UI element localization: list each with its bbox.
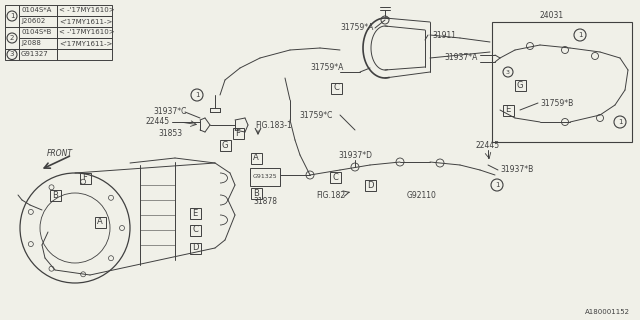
- Text: G91327: G91327: [21, 52, 49, 58]
- Bar: [49, 189, 61, 201]
- Text: 31759*A: 31759*A: [340, 23, 373, 33]
- Text: 31759*B: 31759*B: [540, 99, 573, 108]
- Text: C: C: [333, 84, 339, 92]
- Text: < -'17MY1610>: < -'17MY1610>: [59, 7, 115, 13]
- Text: 3: 3: [10, 52, 14, 58]
- Bar: [5, 5, 19, 27]
- Text: 22445: 22445: [145, 117, 169, 126]
- Text: 24031: 24031: [540, 11, 564, 20]
- Text: F: F: [83, 173, 88, 182]
- Text: 31937*B: 31937*B: [500, 165, 533, 174]
- Bar: [250, 153, 262, 164]
- Bar: [189, 225, 200, 236]
- Bar: [95, 217, 106, 228]
- Text: B: B: [253, 188, 259, 197]
- Text: <'17MY1611->: <'17MY1611->: [59, 41, 113, 46]
- Bar: [492, 22, 632, 142]
- Text: FIG.183-1: FIG.183-1: [255, 121, 292, 130]
- Text: A180001152: A180001152: [585, 309, 630, 315]
- Text: 31853: 31853: [158, 130, 182, 139]
- Bar: [57, 49, 112, 60]
- Text: E: E: [506, 106, 511, 115]
- Text: 1: 1: [618, 119, 622, 125]
- Bar: [19, 5, 57, 16]
- Text: 1: 1: [578, 32, 582, 38]
- Text: 31759*C: 31759*C: [300, 110, 333, 119]
- Bar: [19, 49, 57, 60]
- Bar: [5, 49, 19, 60]
- Text: 0104S*B: 0104S*B: [21, 29, 51, 36]
- Bar: [232, 127, 243, 139]
- Text: C: C: [332, 172, 338, 181]
- Text: 1: 1: [10, 13, 14, 19]
- Text: 2: 2: [10, 35, 14, 41]
- Bar: [189, 207, 200, 219]
- Bar: [5, 27, 19, 49]
- Text: 0104S*A: 0104S*A: [21, 7, 51, 13]
- Text: J20602: J20602: [21, 19, 45, 25]
- Bar: [365, 180, 376, 190]
- Bar: [57, 16, 112, 27]
- Text: D: D: [367, 180, 373, 189]
- Text: D: D: [192, 244, 198, 252]
- Text: G91325: G91325: [253, 174, 277, 180]
- Text: 31937*C: 31937*C: [153, 108, 186, 116]
- Text: 22445: 22445: [476, 140, 500, 149]
- Text: 31937*D: 31937*D: [338, 150, 372, 159]
- Text: A: A: [97, 218, 103, 227]
- Text: C: C: [192, 226, 198, 235]
- Bar: [57, 38, 112, 49]
- Bar: [57, 5, 112, 16]
- Bar: [57, 27, 112, 38]
- Bar: [19, 16, 57, 27]
- Bar: [19, 38, 57, 49]
- Text: < -'17MY1610>: < -'17MY1610>: [59, 29, 115, 36]
- Bar: [502, 105, 513, 116]
- Text: FIG.182: FIG.182: [316, 190, 345, 199]
- Text: <'17MY1611->: <'17MY1611->: [59, 19, 113, 25]
- Text: 31878: 31878: [253, 197, 277, 206]
- Text: G: G: [221, 140, 228, 149]
- Text: G: G: [516, 81, 524, 90]
- Text: FRONT: FRONT: [47, 149, 73, 158]
- Text: 31911: 31911: [432, 30, 456, 39]
- Bar: [250, 168, 280, 186]
- Text: J2088: J2088: [21, 41, 41, 46]
- Bar: [330, 83, 342, 93]
- Bar: [515, 79, 525, 91]
- Text: 3: 3: [506, 69, 510, 75]
- Text: F: F: [236, 129, 241, 138]
- Text: 31759*A: 31759*A: [310, 63, 344, 73]
- Bar: [189, 243, 200, 253]
- Text: B: B: [52, 190, 58, 199]
- Text: E: E: [193, 209, 198, 218]
- Text: 1: 1: [495, 182, 499, 188]
- Text: G92110: G92110: [407, 190, 437, 199]
- Text: 1: 1: [195, 92, 199, 98]
- Text: A: A: [253, 154, 259, 163]
- Bar: [250, 188, 262, 198]
- Bar: [79, 172, 90, 183]
- Bar: [330, 172, 340, 182]
- Bar: [220, 140, 230, 150]
- Text: 31937*A: 31937*A: [445, 53, 478, 62]
- Bar: [19, 27, 57, 38]
